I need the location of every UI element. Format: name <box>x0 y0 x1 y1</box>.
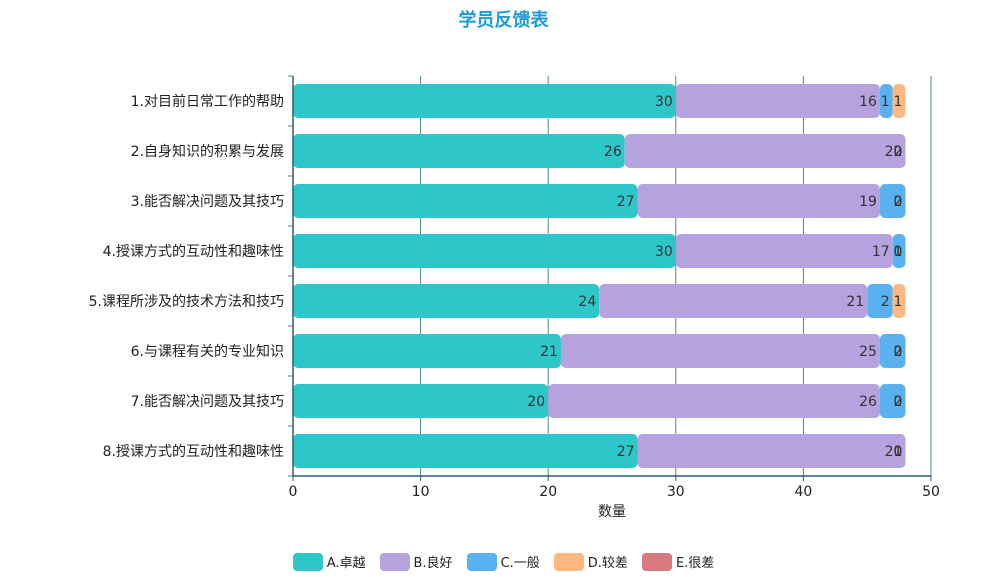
legend-swatch <box>466 552 497 571</box>
data-label: 22 <box>885 144 903 160</box>
bar-segment <box>293 384 549 418</box>
bar-segment <box>624 134 906 168</box>
bar-segment <box>879 384 906 418</box>
data-label: 0 <box>894 394 903 410</box>
data-label: 17 <box>872 244 890 260</box>
bar-segment <box>867 284 893 318</box>
bar-segment <box>293 134 625 168</box>
legend-swatch <box>641 552 672 571</box>
chart-title: 学员反馈表 <box>458 10 549 31</box>
data-label: 2 <box>881 294 890 310</box>
category-label: 6.与课程有关的专业知识 <box>131 343 284 360</box>
category-label: 1.对目前日常工作的帮助 <box>131 93 284 110</box>
category-label: 4.授课方式的互动性和趣味性 <box>103 244 284 260</box>
legend-swatch <box>379 552 410 571</box>
bar-segment <box>293 334 561 368</box>
legend-swatch <box>292 552 323 571</box>
legend-item[interactable]: A.卓越 <box>292 552 366 571</box>
bar-segment <box>293 234 676 268</box>
bar-segment <box>879 184 906 218</box>
bar-segment <box>892 84 906 118</box>
legend: A.卓越 B.良好 C.一般 D.较差 E.很差 <box>0 552 1007 571</box>
bar-segment <box>560 334 880 368</box>
x-tick-label: 40 <box>794 484 812 500</box>
data-label: 30 <box>655 244 673 260</box>
data-label: 20 <box>527 394 545 410</box>
bar-segment <box>675 234 893 268</box>
data-label: 2 <box>894 194 903 210</box>
data-label: 19 <box>859 194 877 210</box>
data-label: 25 <box>859 344 877 360</box>
data-label: 24 <box>578 294 596 310</box>
bar-segment <box>293 284 600 318</box>
legend-label: A.卓越 <box>326 556 366 571</box>
data-label: 0 <box>894 144 903 160</box>
bar-segment <box>293 434 638 468</box>
legend-item[interactable]: D.较差 <box>553 552 628 571</box>
legend-label: B.良好 <box>413 556 453 571</box>
data-label: 2 <box>894 394 903 410</box>
legend-item[interactable]: E.很差 <box>641 552 715 571</box>
x-tick-label: 20 <box>539 484 557 500</box>
data-label: 0 <box>894 444 903 460</box>
data-label: 21 <box>846 294 864 310</box>
bar-segment <box>548 384 880 418</box>
data-label: 26 <box>604 144 622 160</box>
bar-segment <box>892 284 906 318</box>
data-label: 0 <box>894 144 903 160</box>
data-label: 0 <box>894 344 903 360</box>
category-label: 3.能否解决问题及其技巧 <box>131 194 284 210</box>
x-tick-label: 0 <box>289 484 298 500</box>
data-label: 1 <box>894 294 903 310</box>
x-tick-label: 50 <box>922 484 940 500</box>
bar-segment <box>637 434 906 468</box>
legend-item[interactable]: B.良好 <box>379 552 453 571</box>
bar-segment <box>293 84 676 118</box>
legend-label: D.较差 <box>587 556 628 571</box>
category-label: 8.授课方式的互动性和趣味性 <box>103 444 284 460</box>
x-axis-title: 数量 <box>598 504 626 520</box>
data-label: 27 <box>617 194 635 210</box>
data-label: 0 <box>894 194 903 210</box>
bar-segment <box>637 184 880 218</box>
data-label: 0 <box>894 244 903 260</box>
category-label: 2.自身知识的积累与发展 <box>131 143 284 160</box>
x-tick-label: 10 <box>412 484 430 500</box>
data-label: 1 <box>894 244 903 260</box>
data-label: 16 <box>859 94 877 110</box>
data-label: 27 <box>617 444 635 460</box>
data-label: 1 <box>881 94 890 110</box>
bar-segment <box>879 84 893 118</box>
data-label: 30 <box>655 94 673 110</box>
bar-segment <box>599 284 868 318</box>
data-label: 0 <box>894 444 903 460</box>
bar-segment <box>675 84 880 118</box>
category-label: 5.课程所涉及的技术方法和技巧 <box>89 294 284 310</box>
data-label: 2 <box>894 344 903 360</box>
data-label: 21 <box>885 444 903 460</box>
data-label: 1 <box>894 94 903 110</box>
category-label: 7.能否解决问题及其技巧 <box>131 394 284 410</box>
data-label: 21 <box>540 344 558 360</box>
x-tick-label: 30 <box>667 484 685 500</box>
legend-swatch <box>553 552 584 571</box>
bar-segment <box>892 234 906 268</box>
legend-label: C.一般 <box>500 556 540 571</box>
data-label: 26 <box>859 394 877 410</box>
bar-segment <box>293 184 638 218</box>
legend-item[interactable]: C.一般 <box>466 552 540 571</box>
legend-label: E.很差 <box>675 556 715 571</box>
bar-segment <box>879 334 906 368</box>
